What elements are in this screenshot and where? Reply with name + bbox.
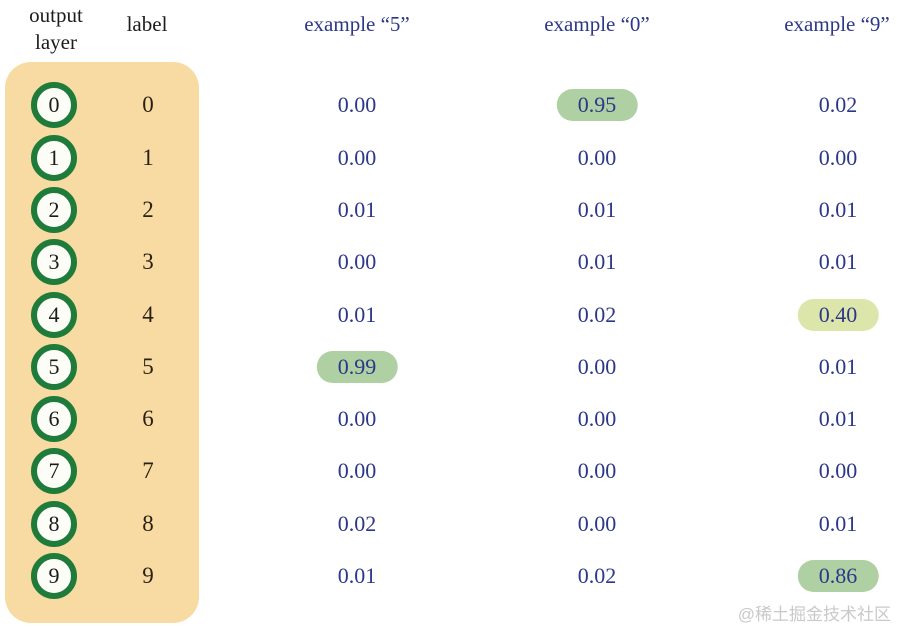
neuron-number: 8 [48, 510, 60, 536]
value-cell-example-0: 0.00 [577, 406, 617, 432]
value-cell-example-9: 0.02 [818, 92, 858, 118]
value-cell-example-9: 0.01 [818, 249, 858, 275]
value-cell-example-0: 0.02 [577, 301, 617, 327]
value-cell-example-9: 0.01 [818, 510, 858, 536]
label-cell: 8 [142, 510, 154, 536]
neuron-number: 1 [48, 144, 60, 170]
value-cell-example-5: 0.01 [337, 196, 377, 222]
value-cell-example-0: 0.00 [577, 510, 617, 536]
output-neuron-circle: 9 [31, 553, 77, 599]
neuron-number: 4 [48, 301, 60, 327]
output-neuron-circle: 6 [31, 396, 77, 443]
output-neuron-circle: 3 [31, 239, 77, 286]
value-cell-example-0: 0.01 [577, 249, 617, 275]
label-cell: 0 [142, 92, 154, 118]
value-cell-example-9: 0.00 [818, 144, 858, 170]
column-header-example-9: example “9” [784, 12, 890, 36]
value-cell-example-5: 0.00 [337, 92, 377, 118]
value-cell-example-0: 0.00 [577, 144, 617, 170]
column-header-example-0: example “0” [544, 12, 650, 36]
value-cell-example-0: 0.00 [577, 353, 617, 379]
output-neuron-circle: 0 [31, 82, 77, 129]
value-cell-example-9: 0.01 [818, 406, 858, 432]
column-header-example-5: example “5” [304, 12, 410, 36]
label-cell: 9 [142, 563, 154, 588]
label-cell: 1 [142, 144, 154, 170]
column-header-output-layer: output layer [29, 2, 83, 56]
label-cell: 5 [142, 353, 154, 379]
label-cell: 2 [142, 196, 154, 222]
value-cell-example-5: 0.00 [337, 144, 377, 170]
value-cell-example-5: 0.00 [337, 249, 377, 275]
value-cell-example-9: 0.01 [818, 353, 858, 379]
column-header-output-layer-line1: output [29, 3, 83, 27]
neuron-number: 0 [48, 92, 60, 118]
label-cell: 6 [142, 406, 154, 432]
label-cell: 4 [142, 301, 154, 327]
neuron-number: 2 [48, 196, 60, 222]
label-cell: 7 [142, 458, 154, 484]
value-cell-example-5: 0.99 [316, 350, 398, 383]
column-header-output-layer-line2: layer [35, 30, 77, 54]
value-cell-example-5: 0.01 [337, 563, 377, 588]
neuron-number: 5 [48, 353, 60, 379]
value-cell-example-0: 0.01 [577, 196, 617, 222]
value-cell-example-9: 0.01 [818, 196, 858, 222]
value-cell-example-0: 0.95 [556, 89, 638, 122]
value-cell-example-9: 0.40 [797, 298, 879, 331]
neuron-number: 7 [48, 458, 60, 484]
value-cell-example-5: 0.01 [337, 301, 377, 327]
output-neuron-circle: 4 [31, 291, 77, 338]
value-cell-example-9: 0.00 [818, 458, 858, 484]
output-neuron-circle: 7 [31, 448, 77, 495]
neuron-number: 9 [48, 563, 60, 588]
value-cell-example-0: 0.00 [577, 458, 617, 484]
value-cell-example-9: 0.86 [797, 560, 879, 592]
output-neuron-circle: 8 [31, 500, 77, 547]
watermark: @稀土掘金技术社区 [737, 605, 891, 624]
output-neuron-circle: 2 [31, 186, 77, 233]
value-cell-example-5: 0.00 [337, 458, 377, 484]
neuron-number: 3 [48, 249, 60, 275]
neuron-number: 6 [48, 406, 60, 432]
value-cell-example-5: 0.02 [337, 510, 377, 536]
value-cell-example-5: 0.00 [337, 406, 377, 432]
label-cell: 3 [142, 249, 154, 275]
output-neuron-circle: 1 [31, 134, 77, 181]
output-neuron-circle: 5 [31, 343, 77, 390]
column-header-label: label [126, 12, 168, 36]
value-cell-example-0: 0.02 [577, 563, 617, 588]
